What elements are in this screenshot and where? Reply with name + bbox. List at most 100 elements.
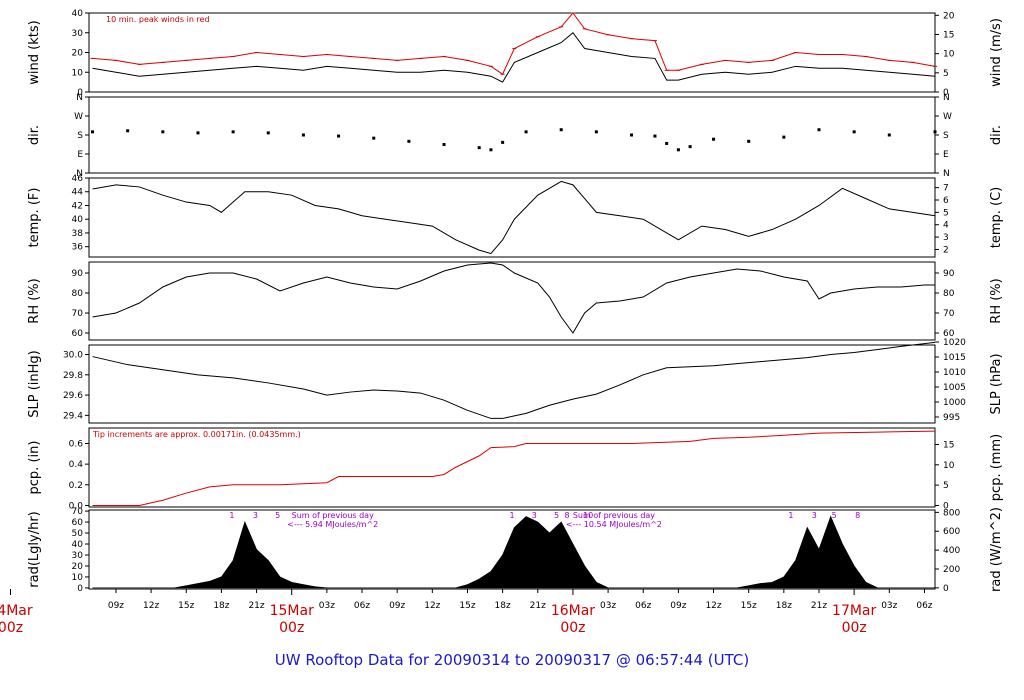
dir-left-tick-label: N	[76, 169, 83, 179]
rad-left-tick-label: 50	[72, 529, 84, 539]
slp-right-tick-label: 1015	[943, 353, 966, 363]
dir-point	[196, 131, 200, 135]
slp-left-tick-label: 29.4	[63, 411, 83, 421]
wind-left-tick-label: 30	[72, 29, 84, 39]
temp-left-tick-label: 46	[72, 174, 84, 184]
x-tick-label: 21z	[248, 601, 264, 611]
pcp-right-axis-label: pcp. (mm)	[989, 434, 1004, 501]
wind-series-line	[92, 12, 936, 75]
day-label: 00z	[842, 620, 867, 636]
dir-point	[559, 128, 563, 132]
dir-point	[161, 130, 165, 134]
rad-left-tick-label: 30	[72, 551, 84, 561]
dir-right-tick-label: S	[943, 131, 949, 141]
pcp-series-line	[92, 430, 936, 506]
slp-right-tick-label: 1005	[943, 383, 966, 393]
rad-hour-marker: 3	[253, 511, 258, 520]
wind-right-axis-label: wind (m/s)	[989, 18, 1004, 87]
dir-point	[688, 145, 692, 149]
x-tick-label: 15z	[459, 601, 475, 611]
rad-hour-marker: 5	[275, 511, 280, 520]
x-tick-label: 18z	[213, 601, 229, 611]
dir-point	[524, 130, 528, 134]
rh-right-axis-label: RH (%)	[989, 278, 1004, 323]
temp-left-tick-label: 42	[72, 201, 83, 211]
temp-right-axis-label: temp. (C)	[989, 187, 1004, 249]
temp-right-tick-label: 7	[943, 184, 949, 194]
rad-right-tick-label: 400	[943, 546, 960, 556]
rad-hour-marker: 8	[855, 511, 860, 520]
dir-point	[630, 133, 634, 137]
x-tick-label: 21z	[811, 601, 827, 611]
dir-point	[594, 130, 598, 134]
rad-sum-annotation: <--- 10.54 MJoules/m^2	[566, 520, 662, 529]
slp-right-tick-label: 1020	[943, 338, 966, 348]
dir-point	[337, 134, 341, 138]
rad-left-axis-label: rad(Lgly/hr)	[27, 511, 42, 587]
dir-right-tick-label: E	[943, 150, 949, 160]
day-label: 15Mar	[270, 603, 314, 619]
wind-series-line	[92, 32, 936, 83]
wind-left-tick-label: 10	[72, 68, 84, 78]
rh-panel-frame	[88, 261, 936, 341]
dir-point	[489, 148, 493, 152]
temp-left-tick-label: 38	[72, 229, 84, 239]
dir-point	[933, 130, 937, 134]
rad-hour-marker: 5	[554, 511, 559, 520]
dir-point	[887, 133, 891, 137]
rad-right-tick-label: 600	[943, 527, 960, 537]
x-tick-label: 06z	[354, 601, 370, 611]
dir-right-axis-label: dir.	[989, 125, 1004, 145]
dir-point	[301, 133, 305, 137]
dir-point	[126, 129, 130, 133]
x-tick-label: 06z	[635, 601, 651, 611]
rad-sum-annotation: Sum of previous day	[573, 511, 655, 520]
slp-right-tick-label: 1010	[943, 368, 966, 378]
rad-left-tick-label: 10	[72, 573, 84, 583]
rad-right-axis-label: rad (W/m^2)	[989, 507, 1004, 592]
day-label: 00z	[279, 620, 304, 636]
day-label: 00z	[560, 620, 585, 636]
slp-right-axis-label: SLP (hPa)	[989, 353, 1004, 414]
rad-left-tick-label: 0	[77, 584, 83, 594]
x-tick-label: 15z	[178, 601, 194, 611]
slp-right-tick-label: 995	[943, 413, 960, 423]
dir-left-axis-label: dir.	[27, 125, 42, 145]
dir-point	[442, 143, 446, 146]
x-tick-label: 03z	[319, 601, 335, 611]
dir-point	[712, 137, 716, 141]
rad-hour-marker: 5	[832, 511, 837, 520]
temp-left-tick-label: 36	[72, 243, 84, 253]
temp-left-tick-label: 40	[72, 215, 84, 225]
rh-right-tick-label: 90	[943, 269, 955, 279]
rh-series-line	[92, 262, 935, 334]
dir-point	[266, 131, 270, 135]
dir-right-tick-label: W	[943, 112, 952, 122]
rad-sum-annotation: <--- 5.94 MJoules/m^2	[287, 520, 378, 529]
temp-right-tick-label: 3	[943, 233, 949, 243]
dir-point	[407, 139, 411, 143]
x-tick-label: 09z	[670, 601, 686, 611]
x-tick-label: 09z	[108, 601, 124, 611]
rh-right-tick-label: 80	[943, 289, 955, 299]
rh-left-axis-label: RH (%)	[27, 278, 42, 323]
dir-point	[817, 128, 821, 132]
x-tick-label: 09z	[389, 601, 405, 611]
x-tick-label: 03z	[600, 601, 616, 611]
wind-left-axis-label: wind (kts)	[27, 20, 42, 84]
temp-series-line	[92, 180, 936, 255]
rad-sum-annotation: Sum of previous day	[292, 511, 374, 520]
wind-left-tick-label: 20	[72, 49, 84, 59]
dir-point	[91, 130, 95, 134]
rad-left-tick-label: 20	[72, 562, 84, 572]
rad-right-tick-label: 200	[943, 565, 960, 575]
slp-series-line	[92, 341, 936, 419]
rh-left-tick-label: 90	[72, 269, 84, 279]
rh-left-tick-label: 60	[72, 329, 84, 339]
pcp-note: Tip increments are approx. 0.00171in. (0…	[92, 430, 301, 439]
x-tick-label: 18z	[776, 601, 792, 611]
temp-right-tick-label: 2	[943, 245, 949, 255]
rad-left-tick-label: 60	[72, 518, 84, 528]
dir-point	[676, 148, 680, 152]
rh-right-tick-label: 70	[943, 309, 955, 319]
